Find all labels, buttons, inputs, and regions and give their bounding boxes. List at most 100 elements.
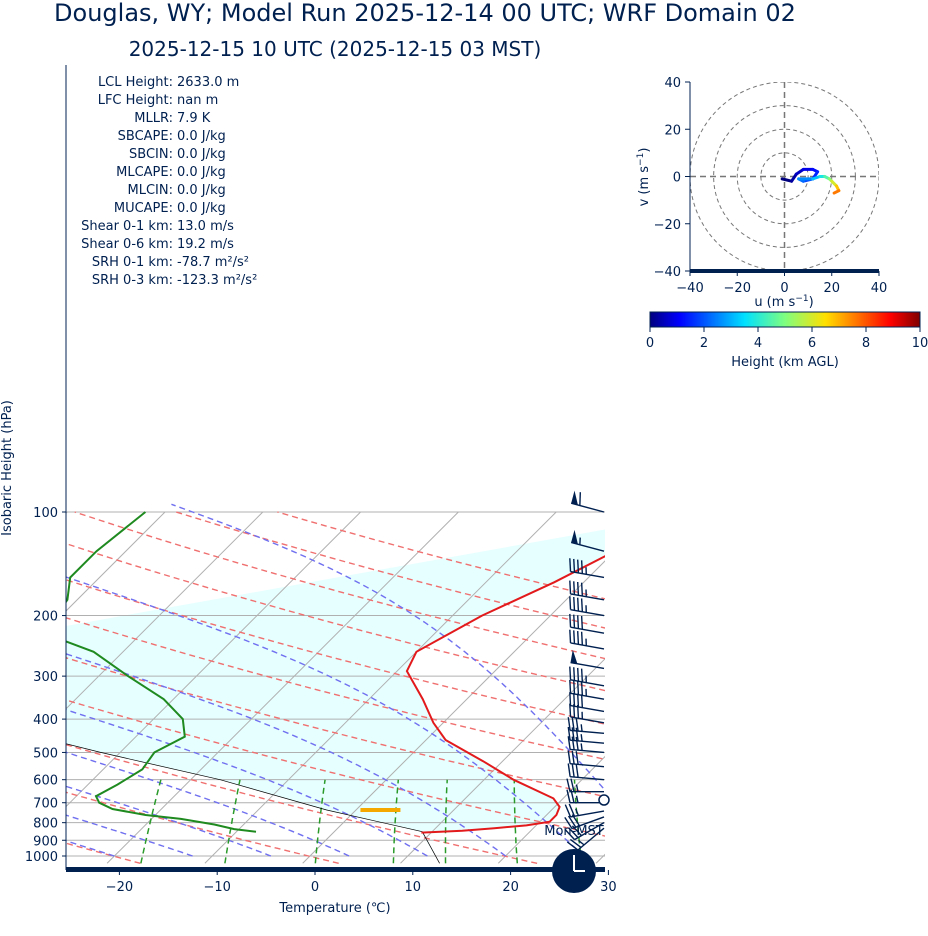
- mixing-ratio-line: [224, 779, 241, 864]
- moist-adiabat: [66, 785, 272, 857]
- colorbar-tick-label: 4: [754, 336, 762, 351]
- index-value: 19.2 m/s: [177, 237, 234, 252]
- index-label: LFC Height:: [98, 93, 173, 108]
- index-label: SRH 0-3 km:: [92, 273, 173, 288]
- figure-title: Douglas, WY; Model Run 2025-12-14 00 UTC…: [54, 0, 796, 27]
- mixing-ratio-line: [392, 779, 400, 864]
- wind-barb: [569, 580, 605, 601]
- index-value: 0.0 J/kg: [177, 165, 226, 180]
- index-label: LCL Height:: [98, 75, 173, 90]
- height-colorbar: 0 2 4 6 8 10 Height (km AGL): [646, 311, 928, 370]
- index-value: 0.0 J/kg: [177, 183, 226, 198]
- x-axis-label: Temperature (℃): [278, 901, 390, 916]
- hodograph-x-tick-label: 20: [823, 281, 840, 296]
- isotherm-line: [302, 560, 605, 864]
- index-value: 2633.0 m: [177, 75, 239, 90]
- temp-tick-label: −20: [106, 880, 133, 895]
- colorbar-gradient: [649, 311, 921, 328]
- colorbar-tick-label: 10: [912, 336, 928, 351]
- wind-barb: [569, 703, 605, 724]
- isotherm-line: [204, 511, 557, 864]
- dry-adiabat: [66, 743, 538, 864]
- hodograph-segment: [832, 189, 841, 195]
- isotherm-line: [595, 853, 605, 864]
- index-label: MLCAPE:: [116, 165, 173, 180]
- pressure-tick-label: 200: [33, 610, 58, 625]
- wind-barb: [569, 558, 605, 579]
- temp-tick-label: −10: [203, 880, 230, 895]
- isotherm-line: [66, 511, 361, 808]
- cape-shading: [66, 529, 605, 864]
- hodograph-y-tick-label: 20: [664, 123, 681, 138]
- hodograph-y-tick-label: −20: [654, 218, 681, 233]
- mixing-ratio-line: [444, 779, 448, 864]
- wind-barb: [564, 803, 605, 818]
- wind-barb: [567, 726, 605, 744]
- wind-barb: [569, 692, 605, 713]
- wind-barb: [569, 666, 605, 687]
- y-axis-label: Isobaric Height (hPa): [0, 400, 15, 536]
- skewt-plot-area: [66, 503, 605, 864]
- isotherm-line: [66, 511, 264, 710]
- wind-barb: [570, 649, 605, 670]
- index-value: 7.9 K: [177, 111, 211, 126]
- moist-adiabat: [66, 709, 428, 857]
- isotherm-line: [400, 658, 605, 864]
- temp-tick-label: 20: [502, 880, 519, 895]
- index-label: MLCIN:: [128, 183, 173, 198]
- index-label: Shear 0-6 km:: [81, 237, 173, 252]
- index-label: Shear 0-1 km:: [81, 219, 173, 234]
- hodograph-y-label: v (m s−1): [636, 148, 652, 207]
- temp-tick-label: 0: [311, 880, 319, 895]
- moist-adiabat: [171, 503, 605, 792]
- hodograph-plot-area: [690, 82, 879, 271]
- moist-adiabat: [66, 653, 507, 857]
- index-value: -78.7 m²/s²: [177, 255, 249, 270]
- moist-adiabat: [66, 751, 350, 857]
- hodograph-x-tick-label: 40: [871, 281, 888, 296]
- index-label: MLLR:: [134, 111, 173, 126]
- wind-barb: [567, 750, 605, 768]
- wind-barb: [564, 822, 605, 841]
- colorbar-tick-label: 0: [646, 336, 654, 351]
- isotherm-line: [106, 511, 459, 864]
- index-label: MUCAPE:: [114, 201, 173, 216]
- index-value: 13.0 m/s: [177, 219, 234, 234]
- index-label: SBCAPE:: [118, 129, 173, 144]
- dewpoint-line: [66, 511, 257, 833]
- wind-barb: [566, 789, 604, 804]
- temperature-line: [405, 555, 605, 834]
- wind-barb: [569, 629, 605, 650]
- dry-adiabat: [66, 579, 605, 725]
- index-value: 0.0 J/kg: [177, 147, 226, 162]
- mixing-ratio-line: [513, 779, 519, 864]
- pressure-tick-label: 400: [33, 713, 58, 728]
- hodograph-segment: [780, 177, 794, 183]
- wind-barbs: [564, 490, 610, 851]
- wind-barb: [564, 814, 605, 830]
- hodograph-x-tick-label: 0: [780, 281, 788, 296]
- wind-barb: [569, 679, 605, 700]
- wind-barb: [566, 827, 605, 851]
- time-clock: Mon-MST: [544, 824, 604, 893]
- hodograph-x-tick-label: −20: [724, 281, 751, 296]
- pressure-tick-label: 100: [33, 506, 58, 521]
- pressure-tick-label: 1000: [25, 850, 58, 865]
- dry-adiabat: [66, 791, 339, 864]
- index-label: SBCIN:: [129, 147, 173, 162]
- index-label: SRH 0-1 km:: [92, 255, 173, 270]
- hodograph-x-label: u (m s−1): [754, 294, 813, 310]
- wind-barb: [569, 596, 605, 617]
- wind-barb: [569, 613, 605, 634]
- pressure-tick-label: 300: [33, 670, 58, 685]
- wind-barb: [570, 529, 605, 552]
- skewt-profiles: [66, 511, 605, 864]
- wind-barb: [567, 736, 605, 754]
- pressure-tick-label: 700: [33, 797, 58, 812]
- colorbar-tick-label: 6: [808, 336, 816, 351]
- isotherm-line: [66, 511, 166, 612]
- wind-barb: [566, 778, 604, 793]
